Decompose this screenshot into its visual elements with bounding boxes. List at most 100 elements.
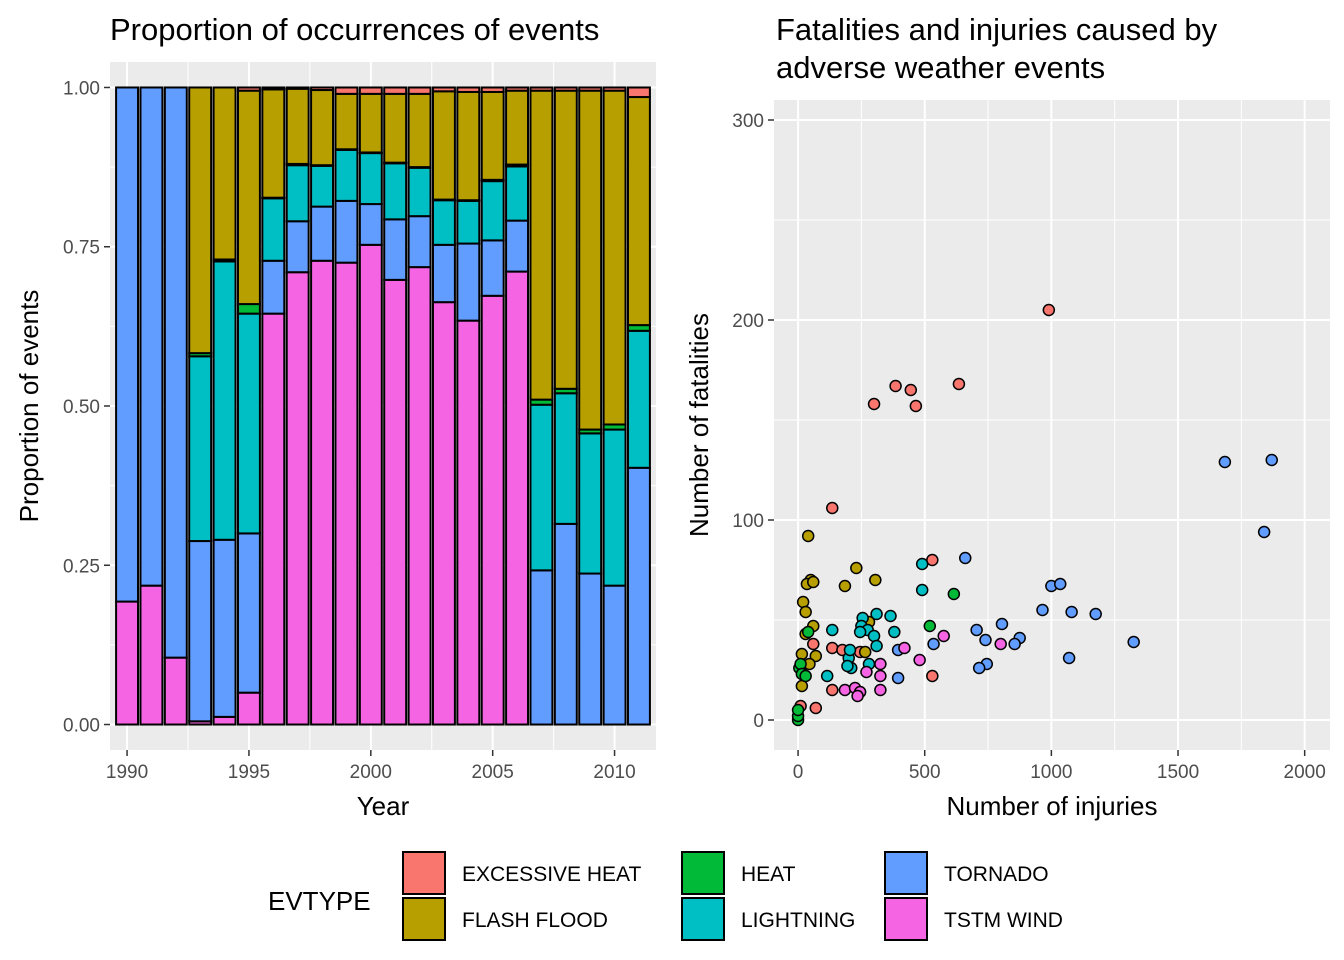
scatter-point-excessive-heat <box>1042 303 1056 317</box>
scatter-point-lightning <box>820 669 834 683</box>
scatter-chart-x-axis-title: Number of injuries <box>947 791 1158 821</box>
bar-x-tick-label: 2005 <box>472 762 514 783</box>
bar-2003-tornado <box>431 243 456 304</box>
bar-1990-tstm-wind <box>115 600 140 726</box>
scatter-point-lightning <box>826 623 839 637</box>
scatter-point-lightning <box>915 583 929 597</box>
scatter-y-tick-label: 300 <box>732 111 764 132</box>
legend-label-tstm-wind: TSTM WIND <box>944 909 1063 932</box>
scatter-point-lightning <box>867 629 881 643</box>
scatter-point-flash-flood <box>869 573 882 587</box>
legend-label-excessive-heat: EXCESSIVE HEAT <box>462 863 642 886</box>
scatter-point-tstm-wind <box>898 641 911 655</box>
legend-label-lightning: LIGHTNING <box>741 909 855 932</box>
bar-2002-flash-flood <box>407 92 432 169</box>
legend-label-tornado: TORNADO <box>944 863 1049 886</box>
bar-2002-lightning <box>407 166 432 218</box>
bar-2009-lightning <box>578 432 603 575</box>
scatter-point-tstm-wind <box>937 629 950 643</box>
bar-chart: Proportion of occurrences of events 0.00… <box>14 12 656 821</box>
bar-2001-tstm-wind <box>383 278 408 726</box>
bar-2006-tstm-wind <box>505 270 530 726</box>
bar-2000-tornado <box>358 203 383 246</box>
bar-1994-lightning <box>212 260 237 541</box>
scatter-point-tornado <box>970 623 983 637</box>
bar-2003-lightning <box>431 199 456 246</box>
bar-2008-lightning <box>553 392 578 525</box>
bar-1994-flash-flood <box>212 86 237 261</box>
scatter-y-tick-label: 100 <box>732 511 764 532</box>
bar-2004-flash-flood <box>456 90 481 202</box>
bar-1995-heat <box>236 303 261 315</box>
bar-2005-tornado <box>480 239 505 297</box>
scatter-point-flash-flood <box>838 579 852 593</box>
scatter-point-tornado <box>972 661 986 675</box>
bar-1995-tornado <box>236 532 261 694</box>
legend: EVTYPE EXCESSIVE HEAT FLASH FLOOD HEAT LIGH… <box>268 851 1063 941</box>
bar-1998-lightning <box>310 164 335 208</box>
scatter-point-excessive-heat <box>909 399 923 413</box>
scatter-point-excessive-heat <box>889 379 902 393</box>
bar-2006-flash-flood <box>505 89 530 166</box>
scatter-point-flash-flood <box>796 595 810 609</box>
bar-1993-lightning <box>188 355 213 543</box>
scatter-point-flash-flood <box>801 529 815 543</box>
bar-1998-tornado <box>310 205 335 262</box>
bar-2008-excessive-heat <box>553 86 578 92</box>
scatter-chart-title-line-1: Fatalities and injuries caused by <box>776 12 1218 47</box>
scatter-x-tick-label: 500 <box>909 762 941 783</box>
bar-2005-excessive-heat <box>480 86 505 93</box>
bar-chart-bars <box>115 86 651 726</box>
bar-2006-excessive-heat <box>505 86 530 92</box>
bar-1996-lightning <box>261 197 286 262</box>
scatter-point-lightning <box>870 639 883 653</box>
scatter-point-excessive-heat <box>926 553 939 567</box>
bar-2007-lightning <box>529 403 554 572</box>
bar-x-tick-label: 2000 <box>350 762 392 783</box>
scatter-point-tornado <box>979 633 992 647</box>
scatter-chart-title-line-2: adverse weather events <box>776 50 1105 85</box>
bar-2005-tstm-wind <box>480 294 505 726</box>
scatter-chart-grid <box>774 100 1330 750</box>
scatter-point-flash-flood <box>807 575 820 589</box>
bar-2005-flash-flood <box>480 90 505 181</box>
bar-x-tick-label: 1990 <box>106 762 148 783</box>
scatter-point-tornado <box>1127 635 1140 649</box>
scatter-point-tornado <box>995 617 1009 631</box>
bar-2003-flash-flood <box>431 90 456 201</box>
bar-1997-tstm-wind <box>285 271 310 726</box>
scatter-point-tornado <box>891 671 905 685</box>
scatter-point-flash-flood <box>850 561 863 575</box>
scatter-point-tstm-wind <box>874 657 887 671</box>
scatter-point-tstm-wind <box>874 669 887 683</box>
bar-1992-tstm-wind <box>163 656 188 726</box>
legend-title: EVTYPE <box>268 886 371 916</box>
scatter-point-lightning <box>841 659 854 673</box>
scatter-point-tornado <box>1053 577 1067 591</box>
bar-2002-tornado <box>407 215 432 269</box>
bar-1997-lightning <box>285 164 310 223</box>
scatter-point-excessive-heat <box>952 377 966 391</box>
bar-2011-excessive-heat <box>626 86 651 99</box>
scatter-point-tstm-wind <box>913 653 926 667</box>
scatter-point-lightning <box>915 557 929 571</box>
legend-key-tornado <box>884 851 928 895</box>
bar-2011-lightning <box>626 329 651 469</box>
bar-2007-tornado <box>529 569 554 726</box>
scatter-point-excessive-heat <box>826 683 839 697</box>
scatter-point-heat <box>799 669 812 683</box>
scatter-y-tick-label: 0 <box>753 711 764 732</box>
bar-x-tick-label: 2010 <box>593 762 635 783</box>
scatter-point-heat <box>947 587 961 601</box>
scatter-y-tick-label: 200 <box>732 311 764 332</box>
scatter-point-excessive-heat <box>826 641 839 655</box>
bar-2004-lightning <box>456 199 481 245</box>
bar-2009-flash-flood <box>578 89 603 431</box>
bar-y-tick-label: 0.50 <box>63 397 100 418</box>
bar-1999-excessive-heat <box>334 86 359 95</box>
bar-chart-y-axis-title: Proportion of events <box>14 290 44 523</box>
scatter-point-tornado <box>927 637 940 651</box>
scatter-point-lightning <box>884 609 897 623</box>
scatter-point-tornado <box>1008 637 1021 651</box>
bar-1996-tornado <box>261 259 286 315</box>
